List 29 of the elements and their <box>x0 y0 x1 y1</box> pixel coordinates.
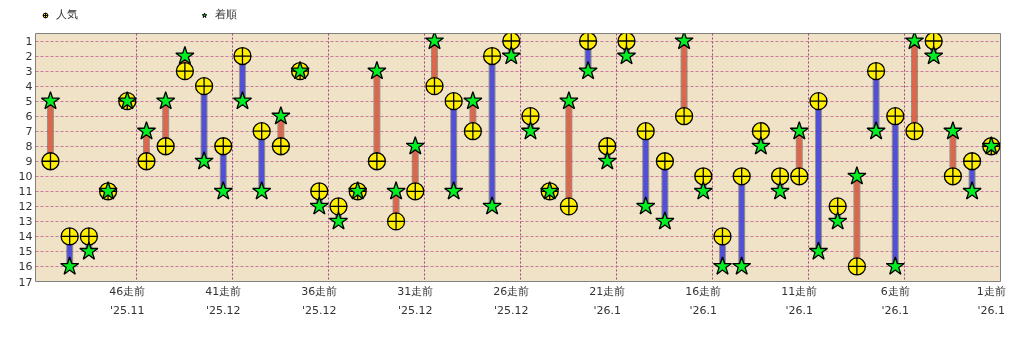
category-label: 1走前 '26.1 <box>976 284 1006 317</box>
y-tick-label: 1 <box>25 35 33 49</box>
y-tick-label: 17 <box>18 275 33 289</box>
category-label: 26走前 '25.12 <box>493 284 530 317</box>
category-label: 11走前 '26.1 <box>781 284 818 317</box>
category-label: 16走前 '26.1 <box>685 284 722 317</box>
y-tick-label: 4 <box>25 80 33 94</box>
category-label: 41走前 '25.12 <box>205 284 242 317</box>
y-tick-label: 2 <box>25 50 33 64</box>
y-tick-label: 10 <box>18 170 33 184</box>
y-tick-label: 12 <box>18 200 33 214</box>
y-tick-label: 6 <box>25 110 33 124</box>
legend-label: 人気 <box>56 7 78 22</box>
category-label: 21走前 '26.1 <box>589 284 626 317</box>
y-tick-label: 5 <box>25 95 33 109</box>
y-tick-label: 7 <box>25 125 33 139</box>
legend-label: 着順 <box>215 7 237 22</box>
y-tick-label: 9 <box>25 155 33 169</box>
y-tick-label: 13 <box>18 215 33 229</box>
y-tick-label: 11 <box>18 185 33 199</box>
category-label: 46走前 '25.11 <box>109 284 146 317</box>
y-tick-label: 16 <box>18 260 33 274</box>
y-tick-label: 3 <box>25 65 33 79</box>
category-label: 36走前 '25.12 <box>301 284 338 317</box>
category-label: 31走前 '25.12 <box>397 284 434 317</box>
y-tick-label: 14 <box>18 230 33 244</box>
y-tick-label: 15 <box>18 245 33 259</box>
y-tick-label: 8 <box>25 140 33 154</box>
category-label: 6走前 '26.1 <box>880 284 910 317</box>
